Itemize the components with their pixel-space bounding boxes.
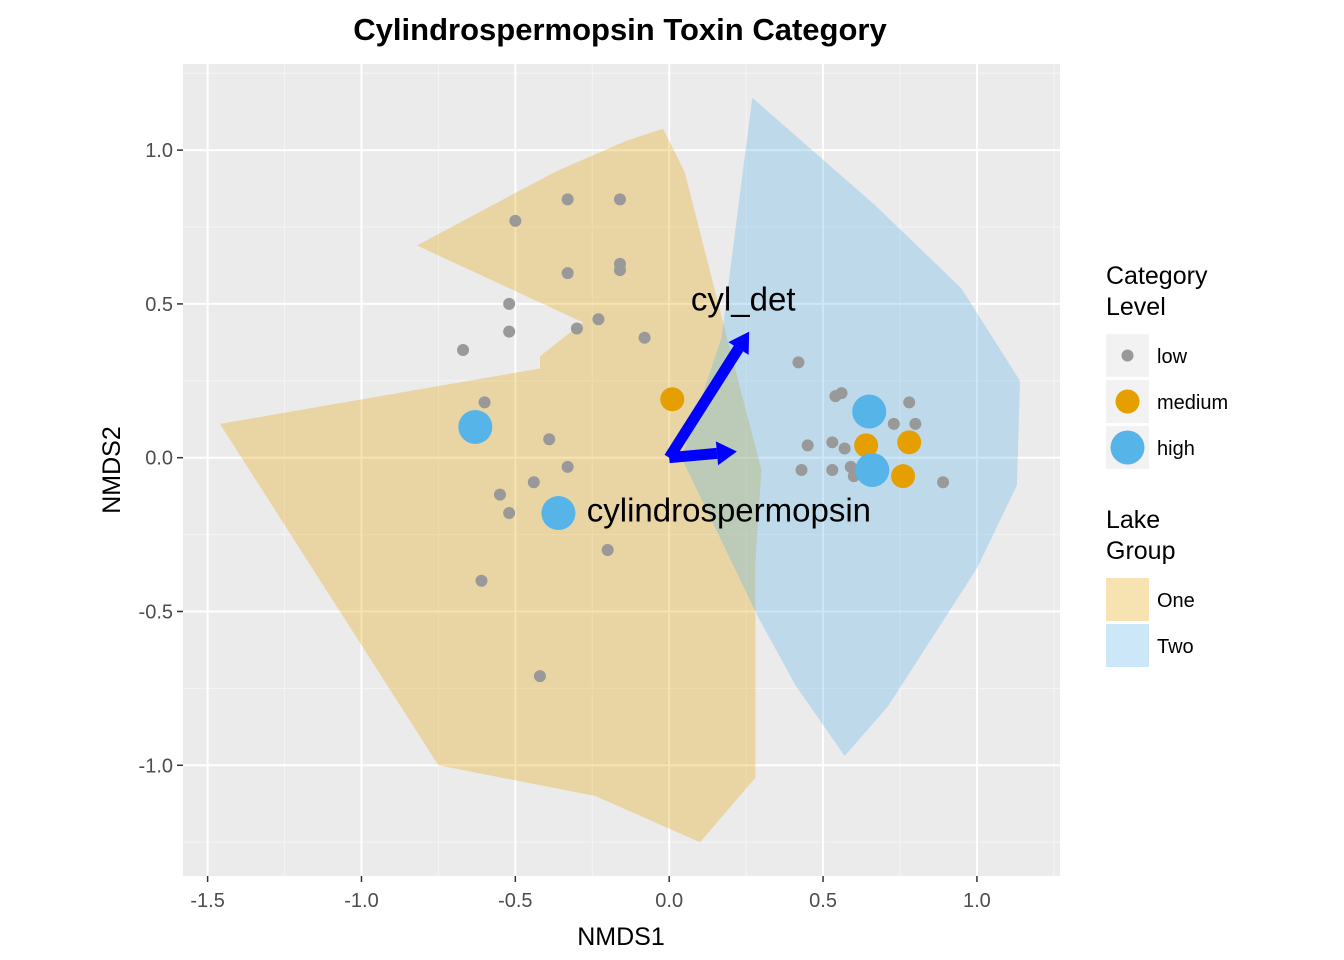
lake-group-hulls — [219, 97, 1020, 843]
point-low — [795, 464, 808, 476]
y-tick-label: 0.5 — [145, 294, 173, 316]
point-low — [903, 396, 916, 409]
chart-title: Cylindrospermopsin Toxin Category — [353, 12, 887, 47]
x-axis-title: NMDS1 — [577, 923, 665, 951]
point-low — [838, 442, 851, 455]
legend-key-Two — [1106, 624, 1149, 667]
y-axis-ticks: -1.0 -0.5 0.0 0.5 1.0 — [139, 140, 183, 777]
point-low — [561, 267, 574, 280]
point-high — [852, 394, 887, 429]
point-low — [844, 460, 857, 473]
point-low — [601, 543, 614, 556]
point-low — [561, 460, 574, 473]
vector-arrowhead-cylindrospermopsin — [715, 441, 737, 466]
legend: Category Level low medium high Lake Group One Tw… — [1106, 262, 1228, 667]
x-axis-ticks: -1.5 -1.0 -0.5 0.0 0.5 1.0 — [190, 876, 991, 912]
y-tick-label: 1.0 — [145, 140, 173, 162]
vector-label: cyl_det — [691, 281, 796, 318]
point-medium — [660, 387, 685, 412]
point-low — [509, 214, 522, 227]
point-low — [909, 417, 922, 430]
point-low — [792, 356, 805, 369]
y-tick-label: -1.0 — [139, 755, 173, 777]
point-low — [826, 464, 839, 476]
point-medium — [854, 433, 879, 458]
point-low — [613, 264, 626, 277]
legend-label-low: low — [1157, 346, 1188, 368]
legend-symbol-high — [1110, 430, 1145, 465]
legend-label-high: high — [1157, 438, 1195, 460]
point-low — [493, 488, 506, 501]
x-tick-label: -1.5 — [190, 890, 224, 912]
point-low — [503, 507, 516, 520]
point-low — [457, 344, 470, 357]
y-tick-label: 0.0 — [145, 448, 173, 470]
point-low — [503, 325, 516, 338]
legend-key-One — [1106, 578, 1149, 621]
legend-symbol-medium — [1115, 389, 1140, 414]
point-low — [503, 297, 516, 310]
vector-arrowhead-cyl_det — [728, 331, 750, 355]
point-low — [543, 433, 556, 446]
point-low — [835, 387, 848, 400]
legend-title: Lake — [1106, 506, 1160, 534]
point-low — [592, 313, 605, 326]
legend-title: Group — [1106, 537, 1175, 565]
point-high — [541, 496, 576, 531]
legend-label-Two: Two — [1157, 636, 1194, 658]
data-points — [457, 193, 950, 683]
point-low — [533, 670, 546, 683]
legend-label-medium: medium — [1157, 392, 1228, 414]
point-low — [478, 396, 491, 409]
point-low — [613, 193, 626, 206]
y-axis-title: NMDS2 — [98, 426, 126, 514]
vectors: cyl_det cylindrospermopsin — [587, 281, 871, 529]
x-tick-label: 0.5 — [809, 890, 837, 912]
x-tick-label: 1.0 — [963, 890, 991, 912]
legend-symbol-low — [1121, 349, 1134, 362]
point-low — [475, 574, 488, 587]
x-tick-label: -1.0 — [344, 890, 378, 912]
point-low — [887, 417, 900, 430]
vector-line-cylindrospermopsin — [668, 447, 718, 464]
hull-two — [681, 97, 1020, 757]
point-medium — [891, 464, 916, 489]
x-tick-label: -0.5 — [498, 890, 532, 912]
point-low — [570, 322, 583, 335]
point-low — [561, 193, 574, 206]
point-medium — [897, 430, 922, 455]
hull-one — [219, 128, 762, 843]
grid-lines — [183, 64, 1060, 876]
point-low — [826, 436, 839, 449]
y-tick-label: -0.5 — [139, 601, 173, 623]
x-tick-label: 0.0 — [655, 890, 683, 912]
point-high — [458, 409, 493, 444]
point-high — [855, 453, 890, 487]
point-low — [937, 476, 950, 489]
vector-line-cyl_det — [664, 345, 744, 461]
point-low — [527, 476, 540, 489]
legend-label-One: One — [1157, 590, 1195, 612]
legend-title: Category — [1106, 262, 1208, 290]
point-low — [801, 439, 814, 452]
vector-label: cylindrospermopsin — [587, 492, 871, 529]
legend-title: Level — [1106, 293, 1166, 321]
point-low — [638, 331, 651, 344]
